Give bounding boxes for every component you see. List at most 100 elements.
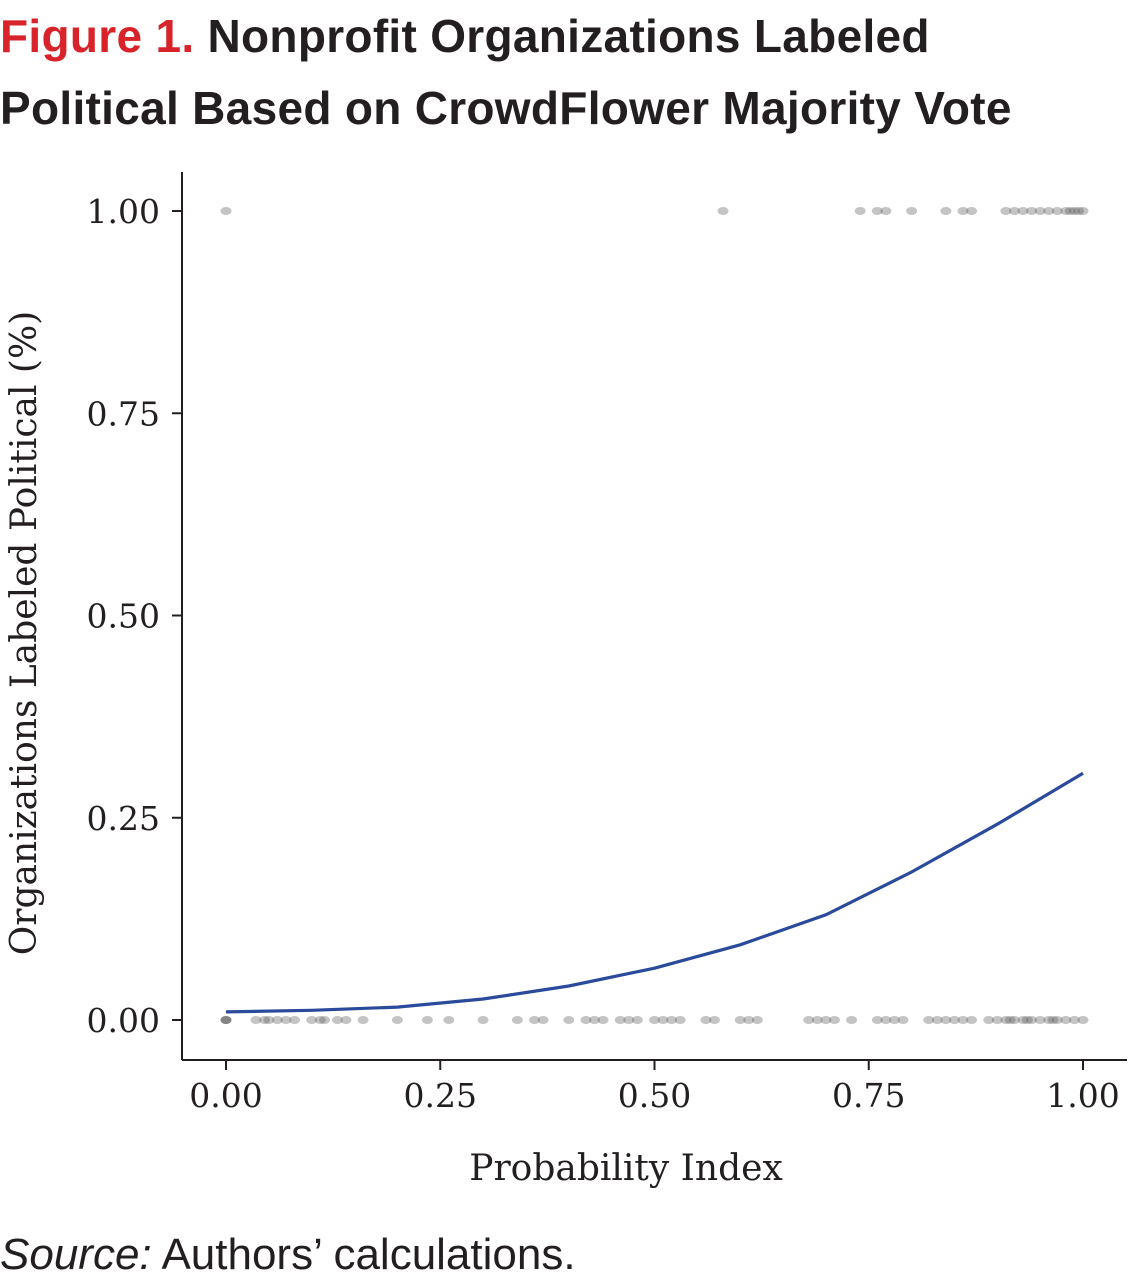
y-axis-title: Organizations Labeled Political (%)	[4, 311, 45, 955]
fitted-curve	[225, 771, 1084, 1014]
scatter-point	[1060, 207, 1072, 215]
scatter-point	[1064, 207, 1076, 215]
scatter-point	[271, 1016, 283, 1024]
scatter-point	[563, 1016, 575, 1024]
scatter-point	[854, 207, 866, 215]
scatter-point	[1008, 207, 1020, 215]
scatter-point	[1043, 1016, 1055, 1024]
scatter-point	[1004, 1016, 1016, 1024]
scatter-point	[1051, 207, 1063, 215]
scatter-point	[319, 1016, 331, 1024]
x-tick-label: 0.50	[618, 1076, 691, 1115]
scatter-point	[649, 1016, 660, 1024]
scatter-point	[743, 1016, 755, 1024]
scatter-point	[280, 1016, 292, 1024]
scatter-point	[477, 1016, 489, 1024]
scatter-point	[1000, 1016, 1012, 1024]
scatter-point	[700, 1016, 712, 1024]
source-text: Authors’ calculations.	[161, 1230, 576, 1279]
scatter-point	[1060, 1016, 1072, 1024]
scatter-point	[1008, 1016, 1020, 1024]
scatter-point	[250, 1016, 262, 1024]
scatter-point	[1051, 1016, 1063, 1024]
scatter-point	[1026, 207, 1038, 215]
scatter-point	[846, 1016, 858, 1024]
scatter-point	[657, 1016, 669, 1024]
scatter-point	[983, 1016, 995, 1024]
x-tick-label: 0.25	[404, 1076, 477, 1115]
scatter-point	[888, 1016, 900, 1024]
scatter-point	[1073, 207, 1085, 215]
y-tick-label: 0.00	[87, 1001, 160, 1040]
x-axis-title: Probability Index	[469, 1148, 783, 1189]
x-tick-label: 0.00	[189, 1076, 262, 1115]
scatter-point	[421, 1016, 433, 1024]
scatter-point	[1068, 207, 1080, 215]
scatter-point	[811, 1016, 823, 1024]
scatter-point	[828, 1016, 840, 1024]
scatter-point	[391, 1016, 403, 1024]
scatter-point	[220, 1016, 232, 1024]
scatter-point	[263, 1016, 275, 1024]
scatter-point	[1068, 1016, 1080, 1024]
scatter-point	[580, 1016, 592, 1024]
scatter-point	[220, 1016, 232, 1024]
scatter-point	[537, 1016, 549, 1024]
scatter-point	[1047, 1016, 1059, 1024]
y-tick-label: 0.50	[87, 597, 160, 636]
scatter-point	[820, 1016, 832, 1024]
scatter-point	[871, 207, 883, 215]
y-tick-label: 1.00	[87, 192, 160, 231]
scatter-point	[991, 1016, 1003, 1024]
figure-title: Figure 1. Nonprofit Organizations Labele…	[0, 0, 1120, 144]
scatter-point	[589, 1016, 601, 1024]
scatter-point	[708, 1016, 720, 1024]
title-text-2: Political Based on CrowdFlower Majority …	[0, 82, 1012, 134]
y-tick-label: 0.25	[87, 799, 160, 838]
scatter-point	[880, 1016, 892, 1024]
scatter-point	[357, 1016, 369, 1024]
y-tick-label: 0.75	[87, 394, 160, 433]
scatter-point	[751, 1016, 763, 1024]
scatter-point	[259, 1016, 271, 1024]
scatter-point	[1077, 207, 1089, 215]
scatter-point	[966, 1016, 978, 1024]
scatter-point	[443, 1016, 455, 1024]
scatter-point	[623, 1016, 635, 1024]
x-tick-label: 0.75	[832, 1076, 905, 1115]
scatter-point	[940, 1016, 952, 1024]
scatter-point	[1077, 1016, 1089, 1024]
scatter-point	[906, 207, 918, 215]
scatter-point	[1034, 207, 1046, 215]
scatter-point	[1021, 1016, 1033, 1024]
figure-label: Figure 1.	[0, 10, 195, 62]
scatter-point	[734, 1016, 746, 1024]
scatter-point	[220, 207, 232, 215]
scatter-point	[529, 1016, 541, 1024]
scatter-point	[1000, 207, 1012, 215]
scatter-point	[803, 1016, 815, 1024]
source-label: Source:	[0, 1230, 152, 1279]
scatter-point	[1017, 1016, 1029, 1024]
scatter-point	[957, 1016, 969, 1024]
scatter-point	[1017, 207, 1029, 215]
scatter-point	[289, 1016, 301, 1024]
scatter-point	[897, 1016, 909, 1024]
scatter-point	[306, 1016, 318, 1024]
scatter-point	[314, 1016, 326, 1024]
scatter-point	[871, 1016, 883, 1024]
scatter-point	[331, 1016, 343, 1024]
title-text-1: Nonprofit Organizations Labeled	[207, 10, 930, 62]
scatter-point	[880, 207, 892, 215]
scatter-point	[717, 207, 729, 215]
title-line-1: Figure 1. Nonprofit Organizations Labele…	[0, 0, 1120, 72]
source-note: Source: Authors’ calculations.	[0, 1230, 576, 1280]
points-layer	[220, 207, 1089, 1024]
y-axis-ticks: 0.00 0.25 0.50 0.75 1.00	[87, 192, 182, 1040]
scatter-point	[940, 207, 952, 215]
scatter-point	[666, 1016, 678, 1024]
scatter-point	[1043, 207, 1055, 215]
scatter-point	[511, 1016, 523, 1024]
scatter-point	[340, 1016, 352, 1024]
scatter-point	[674, 1016, 686, 1024]
